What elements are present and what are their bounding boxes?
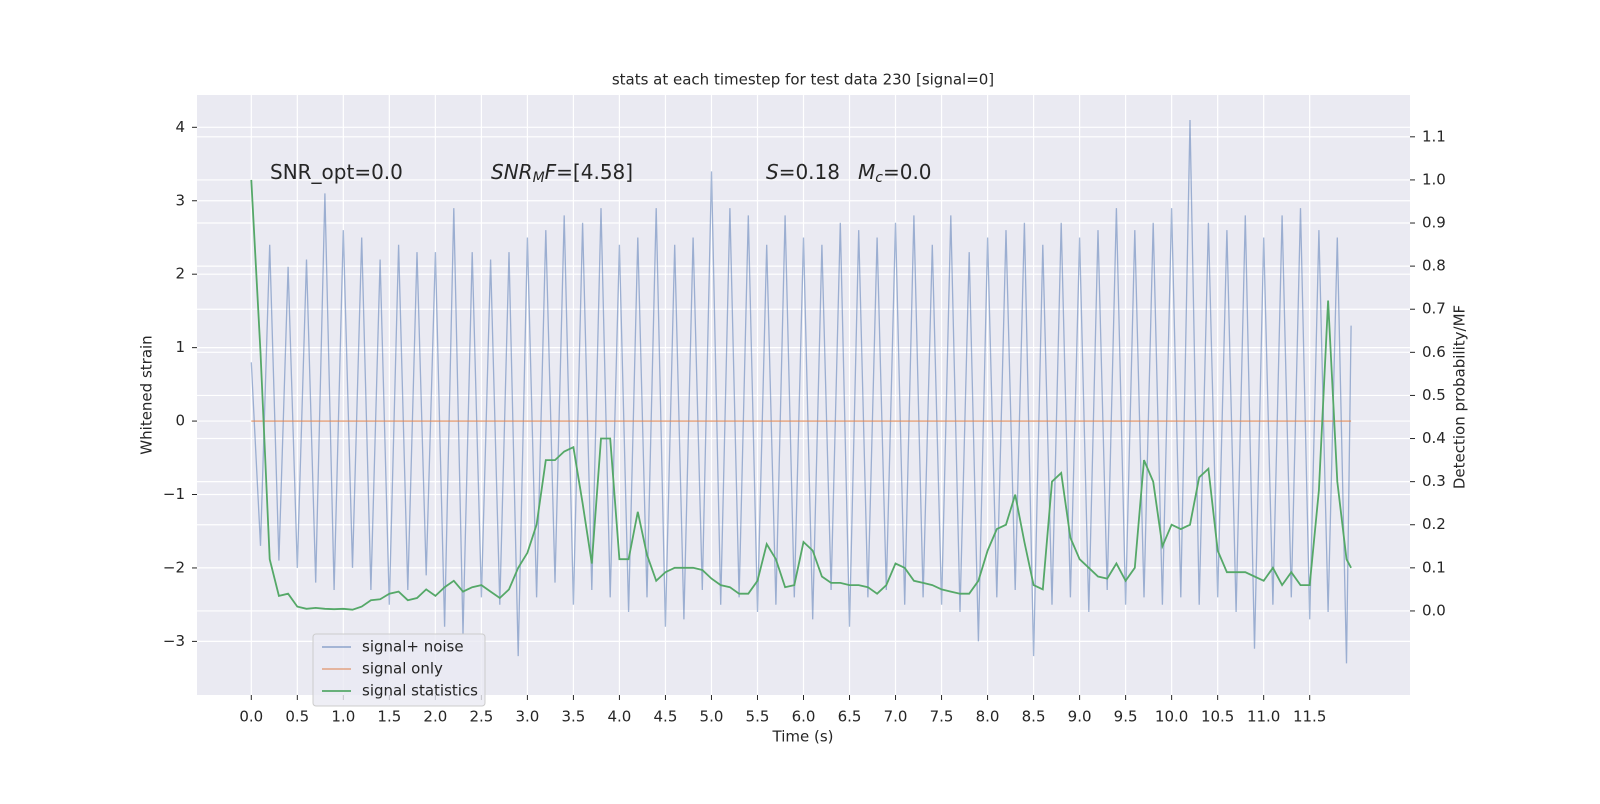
annotation-part: =0.18 bbox=[779, 160, 840, 184]
annotation: S=0.18 bbox=[766, 160, 840, 184]
legend-label: signal+ noise bbox=[362, 638, 464, 656]
y-tick-label: 3 bbox=[175, 191, 185, 209]
annotation: Mc=0.0 bbox=[858, 160, 932, 187]
x-tick-label: 9.0 bbox=[1068, 708, 1092, 726]
x-tick-label: 10.0 bbox=[1155, 708, 1188, 726]
y2-tick-label: 1.0 bbox=[1422, 170, 1446, 188]
y-tick-label: 0 bbox=[175, 412, 185, 430]
y2-tick-label: 1.1 bbox=[1422, 127, 1446, 145]
x-tick-label: 8.0 bbox=[976, 708, 1000, 726]
y2-tick-label: 0.9 bbox=[1422, 214, 1446, 232]
y2-axis-label: Detection probability/MF bbox=[1451, 305, 1469, 489]
series-line bbox=[250, 119, 1352, 664]
y2-tick-label: 0.5 bbox=[1422, 386, 1446, 404]
x-tick-label: 5.5 bbox=[746, 708, 770, 726]
x-tick-label: 7.5 bbox=[930, 708, 954, 726]
annotation-part: S bbox=[766, 160, 779, 184]
y2-tick-label: 0.0 bbox=[1422, 601, 1446, 619]
legend: signal+ noise signal only signal statistic… bbox=[312, 633, 486, 707]
y-tick-label: 4 bbox=[175, 118, 185, 136]
x-tick-label: 7.0 bbox=[884, 708, 908, 726]
y2-tick-label: 0.7 bbox=[1422, 300, 1446, 318]
y-tick-label: −3 bbox=[163, 632, 185, 650]
x-tick-label: 0.5 bbox=[285, 708, 309, 726]
x-axis-label: Time (s) bbox=[772, 728, 834, 746]
y2-tick-label: 0.6 bbox=[1422, 343, 1446, 361]
y2-tick-label: 0.3 bbox=[1422, 472, 1446, 490]
y-tick-label: 1 bbox=[175, 338, 185, 356]
x-tick-label: 11.0 bbox=[1247, 708, 1280, 726]
x-tick-label: 3.0 bbox=[515, 708, 539, 726]
x-tick-label: 1.0 bbox=[331, 708, 355, 726]
y-axis-label: Whitened strain bbox=[138, 335, 156, 454]
x-tick-label: 1.5 bbox=[377, 708, 401, 726]
y-tick-label: 2 bbox=[175, 265, 185, 283]
labels: 0.0 0.5 1.0 1.5 2.0 2.5 3.0 3.5 4.0 4.5 5.0 5.5 6.0 6… bbox=[163, 118, 1446, 726]
legend-label: signal statistics bbox=[362, 682, 478, 700]
marks bbox=[250, 119, 1352, 664]
annotation: SNRMF=[4.58] bbox=[491, 160, 633, 187]
series-line bbox=[250, 179, 1352, 611]
y2-tick-label: 0.1 bbox=[1422, 558, 1446, 576]
annotation: SNR_opt=0.0 bbox=[270, 160, 403, 184]
x-tick-label: 8.5 bbox=[1022, 708, 1046, 726]
x-tick-label: 0.0 bbox=[239, 708, 263, 726]
x-tick-label: 6.5 bbox=[838, 708, 862, 726]
x-tick-label: 10.5 bbox=[1201, 708, 1234, 726]
y2-tick-label: 0.2 bbox=[1422, 515, 1446, 533]
y-tick-label: −2 bbox=[163, 558, 185, 576]
y2-tick-label: 0.4 bbox=[1422, 429, 1446, 447]
x-tick-label: 5.0 bbox=[700, 708, 724, 726]
annotation-part: c bbox=[875, 170, 883, 186]
x-tick-label: 3.5 bbox=[561, 708, 585, 726]
legend-label: signal only bbox=[362, 660, 443, 678]
annotation-part: M bbox=[533, 170, 545, 186]
annotation-part: =0.0 bbox=[883, 160, 932, 184]
x-tick-label: 4.5 bbox=[654, 708, 678, 726]
x-tick-label: 6.0 bbox=[792, 708, 816, 726]
annotation-part: SNR bbox=[491, 160, 533, 184]
annotation-part: M bbox=[858, 160, 875, 184]
annotation-part: F bbox=[545, 160, 557, 184]
x-tick-label: 2.0 bbox=[423, 708, 447, 726]
x-tick-label: 4.0 bbox=[608, 708, 632, 726]
y-tick-label: −1 bbox=[163, 485, 185, 503]
y2-tick-label: 0.8 bbox=[1422, 257, 1446, 275]
annotation-part: =[4.58] bbox=[556, 160, 633, 184]
legend-box bbox=[312, 633, 486, 707]
x-tick-label: 2.5 bbox=[469, 708, 493, 726]
x-tick-label: 11.5 bbox=[1293, 708, 1326, 726]
chart-title: stats at each timestep for test data 230… bbox=[612, 71, 994, 89]
annotation-part: SNR_opt=0.0 bbox=[270, 160, 403, 184]
x-tick-label: 9.5 bbox=[1114, 708, 1138, 726]
